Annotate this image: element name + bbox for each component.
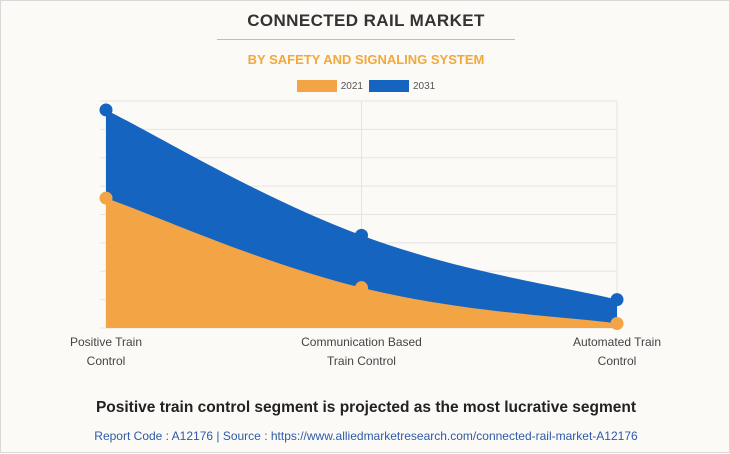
chart-legend: 2021 2031 <box>1 80 730 92</box>
x-tick-line: Automated Train <box>572 335 662 349</box>
x-tick-line: Positive Train <box>69 335 143 349</box>
report-source[interactable]: Report Code : A12176 | Source : https://… <box>94 429 638 443</box>
chart-title: CONNECTED RAIL MARKET <box>247 11 485 30</box>
x-tick-label: Automated Train Control <box>547 333 687 371</box>
legend-label-2031: 2031 <box>413 80 436 92</box>
x-tick-line: Control <box>86 354 126 368</box>
legend-item-2021[interactable]: 2021 <box>296 80 363 92</box>
x-tick-line: Communication Based <box>301 335 422 349</box>
x-tick-line: Train Control <box>327 354 396 368</box>
legend-label-2021: 2021 <box>340 80 363 92</box>
data-point-2031 <box>99 103 113 117</box>
x-tick-label: Positive Train Control <box>36 333 176 371</box>
legend-swatch-2031 <box>369 80 409 92</box>
data-point-2021 <box>99 191 113 205</box>
title-divider <box>217 39 515 40</box>
data-point-2031 <box>355 228 368 242</box>
x-tick-line: Control <box>597 354 637 368</box>
data-point-2021 <box>610 317 624 331</box>
area-series-2021 <box>106 198 617 328</box>
chart-subtitle: BY SAFETY AND SIGNALING SYSTEM <box>247 52 485 67</box>
legend-item-2031[interactable]: 2031 <box>369 80 435 92</box>
legend-swatch-2021 <box>296 80 337 92</box>
key-finding-headline: Positive train control segment is projec… <box>95 399 637 416</box>
data-point-2031 <box>610 293 624 307</box>
x-tick-label: Communication Based Train Control <box>292 333 432 371</box>
data-point-2021 <box>355 281 368 295</box>
